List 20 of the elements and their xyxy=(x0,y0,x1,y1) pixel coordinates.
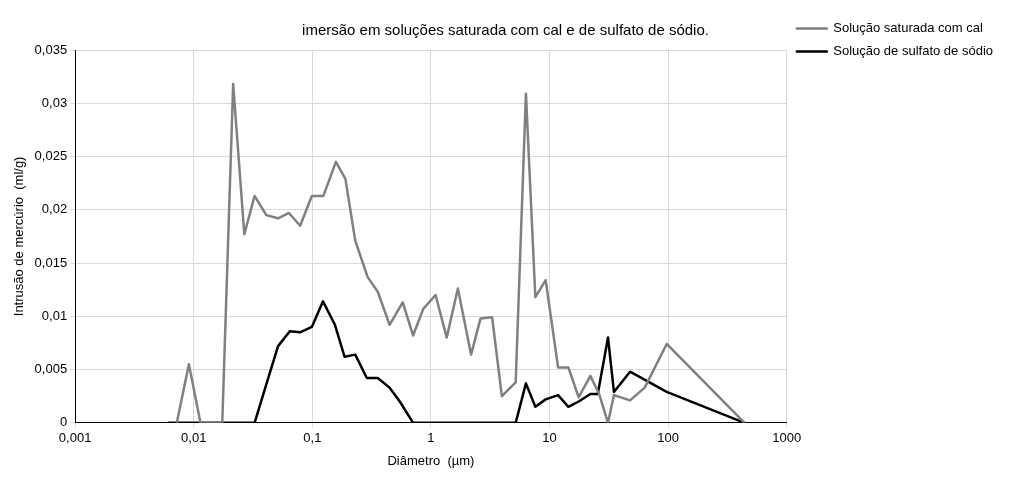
legend-label: Solução de sulfato de sódio xyxy=(833,43,994,59)
x-tick-label: 0,1 xyxy=(303,430,322,446)
x-tick-label: 1000 xyxy=(772,430,802,446)
x-tick-label: 0,001 xyxy=(58,430,92,446)
y-tick-label: 0,015 xyxy=(34,254,68,270)
y-tick-label: 0,03 xyxy=(41,94,68,110)
x-tick-label: 100 xyxy=(657,430,680,446)
y-tick-label: 0,025 xyxy=(34,148,68,164)
x-tick-label: 1 xyxy=(427,430,435,446)
x-tick-label: 10 xyxy=(542,430,557,446)
y-tick-label: 0,01 xyxy=(41,307,68,323)
y-axis-title: Intrusão de mercúrio (ml/g) xyxy=(11,156,27,317)
y-tick-label: 0 xyxy=(59,414,68,430)
legend-label: Solução saturada com cal xyxy=(833,20,983,36)
y-tick-label: 0,02 xyxy=(41,201,68,217)
chart-title: imersão em soluções saturada com cal e de sulfato de sódio. xyxy=(302,21,709,39)
y-tick-label: 0,005 xyxy=(34,361,68,377)
y-tick-label: 0,035 xyxy=(34,41,68,57)
x-tick-label: 0,01 xyxy=(181,430,207,446)
x-axis-title: Diâmetro (µm) xyxy=(387,452,475,468)
